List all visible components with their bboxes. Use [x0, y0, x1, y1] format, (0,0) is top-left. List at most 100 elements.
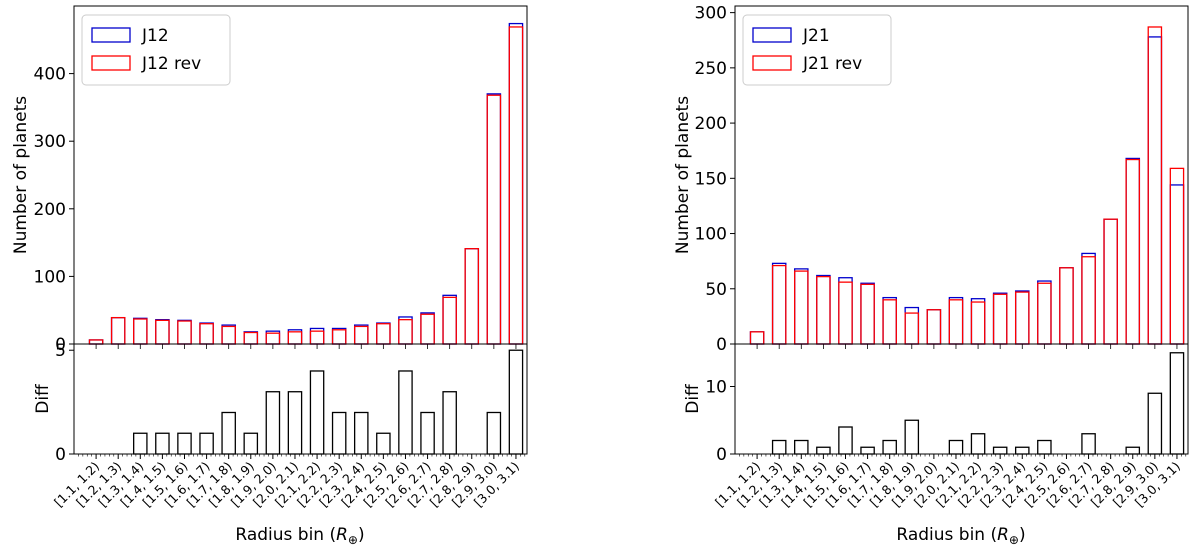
diff-bar-18	[486, 411, 502, 455]
bar-j21-rev-9	[948, 299, 964, 345]
bar-j12-rev-13	[376, 323, 391, 345]
bar-j21-13	[1037, 280, 1052, 345]
y-tick-label: 100	[34, 267, 66, 287]
diff-bar-7	[243, 432, 259, 455]
x-axis-label-text: Radius bin (	[896, 525, 997, 545]
bar-j21-9	[948, 296, 964, 345]
diff-y-tick-label: 10	[705, 378, 727, 398]
diff-bar-3	[155, 432, 170, 455]
bar-j12-rev-7	[243, 331, 259, 345]
bar-j21-3	[816, 274, 831, 345]
legend-box	[742, 14, 892, 86]
legend-label: J12	[141, 26, 169, 46]
y-axis-label: Number of planets	[11, 96, 31, 254]
diff-bar-15	[1081, 433, 1096, 455]
diff-bar-11	[992, 446, 1008, 455]
bar-j21-16	[1103, 218, 1118, 345]
bar-j12-rev-5	[199, 323, 214, 345]
bar-j12-rev-4	[177, 320, 192, 345]
bar-j12-17	[464, 248, 480, 345]
diff-bar-12	[353, 411, 369, 455]
diff-bar-14	[398, 370, 413, 455]
diff-bar-3	[816, 446, 831, 455]
diff-y-axis-label: Diff	[683, 383, 703, 414]
bar-j12-16	[442, 294, 457, 345]
y-tick-label: 200	[695, 114, 727, 134]
bar-j12-rev-2	[133, 318, 148, 345]
bar-j12-rev-8	[265, 332, 281, 345]
bar-j21-rev-18	[1147, 26, 1163, 345]
y-tick-label: 250	[695, 59, 727, 79]
x-axis-label-unit: R	[997, 525, 1009, 545]
bar-j12-rev-6	[221, 325, 236, 345]
bar-j21-rev-4	[838, 281, 853, 345]
legend-label: J21	[802, 26, 830, 46]
diff-bar-19	[508, 349, 524, 455]
bar-j21-rev-19	[1169, 167, 1185, 345]
diff-bar-13	[376, 432, 391, 455]
diff-y-axis-label: Diff	[33, 383, 53, 414]
bar-j21-rev-14	[1059, 267, 1074, 345]
x-axis-label-close: )	[1019, 525, 1026, 545]
bar-j21-1	[771, 262, 787, 345]
bar-j21-2	[794, 268, 809, 345]
diff-y-tick-label: 0	[55, 445, 66, 465]
legend-swatch-j12-rev	[91, 55, 131, 71]
legend-label: J12 rev	[141, 54, 201, 74]
bar-j21-rev-2	[794, 270, 809, 345]
diff-bar-19	[1169, 352, 1185, 455]
bar-j12-rev-9	[287, 331, 303, 345]
bar-j21-rev-12	[1014, 291, 1030, 345]
bar-j21-15	[1081, 252, 1096, 345]
y-tick-label: 0	[55, 335, 66, 355]
diff-bar-1	[771, 439, 787, 455]
bar-j21-14	[1059, 267, 1074, 345]
bar-j12-19	[508, 22, 524, 345]
bar-j21-rev-0	[749, 331, 765, 345]
diff-bar-10	[309, 370, 325, 455]
bar-j21-19	[1169, 184, 1185, 345]
bar-j21-8	[926, 309, 942, 345]
x-axis-label: Radius bin (R⊕)	[235, 525, 364, 546]
diff-bar-12	[1014, 446, 1030, 455]
diff-axes-frame	[734, 343, 1189, 455]
diff-bar-17	[1125, 446, 1141, 455]
bar-j12-14	[398, 316, 413, 345]
bar-j21-0	[749, 331, 765, 345]
bar-j21-5	[860, 282, 875, 345]
bar-j12-rev-14	[398, 319, 413, 345]
diff-bar-4	[177, 432, 192, 455]
bar-j21-rev-5	[860, 283, 875, 345]
bar-j12-rev-15	[420, 313, 435, 345]
bar-j12-2	[133, 317, 148, 345]
bar-j12-15	[420, 312, 435, 345]
diff-bar-2	[133, 432, 148, 455]
bar-j12-3	[155, 319, 170, 345]
bar-j21-6	[882, 296, 897, 345]
x-axis-label-unit-sub: ⊕	[1009, 533, 1019, 546]
diff-y-tick-label: 0	[716, 445, 727, 465]
diff-bar-2	[794, 439, 809, 455]
bar-j12-13	[376, 322, 391, 345]
bar-j21-rev-6	[882, 299, 897, 345]
bar-j12-6	[221, 324, 236, 345]
diff-bar-5	[860, 446, 875, 455]
diff-bar-7	[904, 419, 920, 455]
x-axis-label: Radius bin (R⊕)	[896, 525, 1025, 546]
diff-bar-9	[287, 391, 303, 455]
legend-swatch-j12	[91, 27, 131, 43]
bar-j12-18	[486, 93, 502, 345]
bar-j12-rev-1	[110, 316, 126, 345]
bar-j12-rev-3	[155, 319, 170, 345]
bar-j12-rev-10	[309, 330, 325, 345]
bar-j21-rev-17	[1125, 158, 1141, 345]
bar-j21-rev-15	[1081, 256, 1096, 345]
diff-bar-9	[948, 439, 964, 455]
x-axis-label-close: )	[358, 525, 365, 545]
bar-j12-11	[331, 327, 347, 345]
bar-j21-rev-11	[992, 293, 1008, 345]
diff-bar-15	[420, 411, 435, 455]
legend-swatch-j21-rev	[752, 55, 792, 71]
bar-j12-5	[199, 322, 214, 345]
